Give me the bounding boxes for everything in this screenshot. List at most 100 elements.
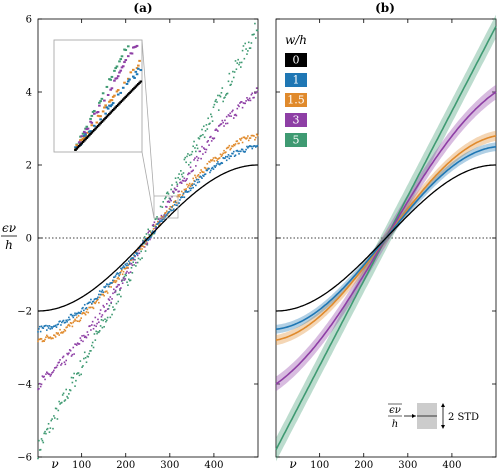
scatter-point-1.5 [238,142,240,145]
scatter-point-1.5 [176,195,179,198]
scatter-point-1.5 [179,193,181,196]
scatter-point-3 [209,136,211,139]
scatter-point-1 [143,240,145,243]
scatter-point-1 [246,145,248,148]
scatter-point-5 [70,376,73,379]
scatter-point-1 [155,226,157,228]
scatter-point-1 [249,145,252,147]
inset-point-3 [93,112,96,115]
scatter-point-5 [174,177,177,179]
scatter-point-5 [66,395,68,398]
scatter-point-3 [75,344,78,346]
scatter-point-1.5 [195,176,197,179]
scatter-point-3 [57,361,60,364]
scatter-point-3 [120,279,123,282]
scatter-point-5 [187,153,189,155]
scatter-point-1 [92,300,95,303]
scatter-point-5 [83,357,85,360]
scatter-point-5 [52,427,54,430]
scatter-point-5 [248,47,251,49]
scatter-point-3 [158,218,160,220]
inset-point-5 [90,114,94,117]
scatter-point-5 [104,318,106,321]
scatter-point-1.5 [172,204,174,207]
scatter-point-5 [202,133,204,136]
inset-point-5 [109,78,112,81]
scatter-point-5 [146,243,149,246]
scatter-point-3 [186,177,188,180]
scatter-point-3 [169,197,172,200]
legend-swatch-1 [285,73,307,87]
scatter-point-5 [233,71,236,73]
scatter-point-3 [189,166,192,169]
scatter-point-1 [122,265,125,267]
scatter-point-3 [136,254,139,257]
scatter-point-1 [82,306,84,309]
scatter-point-5 [38,439,40,442]
scatter-point-1.5 [46,334,48,337]
scatter-point-5 [241,49,244,52]
inset-point-5 [115,65,119,68]
scatter-point-5 [199,135,202,138]
scatter-point-3 [41,375,44,377]
scatter-point-3 [148,230,150,232]
scatter-point-3 [216,129,218,132]
scatter-point-5 [113,309,115,311]
scatter-point-1.5 [190,183,193,186]
scatter-point-1.5 [48,337,51,339]
scatter-point-1 [150,232,153,234]
scatter-point-1 [192,186,194,189]
scatter-point-5 [106,316,109,319]
inset-point-0 [82,139,86,142]
scatter-point-1 [132,257,135,259]
scatter-point-1.5 [253,135,255,137]
scatter-point-1 [164,216,166,219]
scatter-point-5 [85,361,88,364]
scatter-point-1 [44,325,46,327]
scatter-point-1 [52,326,54,328]
scatter-point-3 [86,331,89,333]
scatter-point-1 [209,171,211,174]
scatter-point-3 [133,258,135,261]
scatter-point-3 [225,122,227,125]
inset-point-5 [118,60,121,63]
scatter-point-3 [236,107,239,110]
inset-point-1.5 [103,106,106,109]
scatter-point-1 [148,238,150,240]
scatter-point-1 [174,201,177,203]
scatter-point-3 [74,343,76,345]
scatter-point-1 [130,257,133,260]
inset-point-3 [106,93,110,96]
scatter-point-1.5 [129,259,132,262]
scatter-point-3 [139,246,142,248]
scatter-point-5 [140,250,142,253]
scatter-point-1.5 [227,146,230,149]
scatter-point-1 [195,178,198,181]
inset-point-1 [84,133,87,136]
inset-point-1.5 [75,144,79,147]
scatter-point-1.5 [63,328,66,331]
scatter-point-1.5 [141,248,143,250]
scatter-point-5 [91,341,94,344]
scatter-point-1 [53,325,56,327]
scatter-point-1 [248,145,251,147]
scatter-point-1 [183,196,186,199]
inset-point-0 [96,124,100,127]
scatter-point-3 [181,179,184,182]
scatter-point-1.5 [158,223,161,226]
scatter-point-1.5 [104,291,106,293]
scatter-point-1.5 [234,143,237,145]
scatter-point-3 [205,148,208,151]
scatter-point-5 [90,344,93,347]
scatter-point-1 [225,155,227,158]
scatter-point-3 [248,97,251,100]
scatter-point-5 [170,188,172,191]
scatter-point-1 [79,312,82,315]
scatter-point-1 [99,293,102,296]
scatter-point-3 [84,335,87,338]
scatter-point-1 [172,209,174,212]
scatter-point-5 [216,101,218,103]
scatter-point-3 [254,92,256,94]
scatter-point-3 [48,373,51,376]
scatter-point-3 [184,180,187,182]
